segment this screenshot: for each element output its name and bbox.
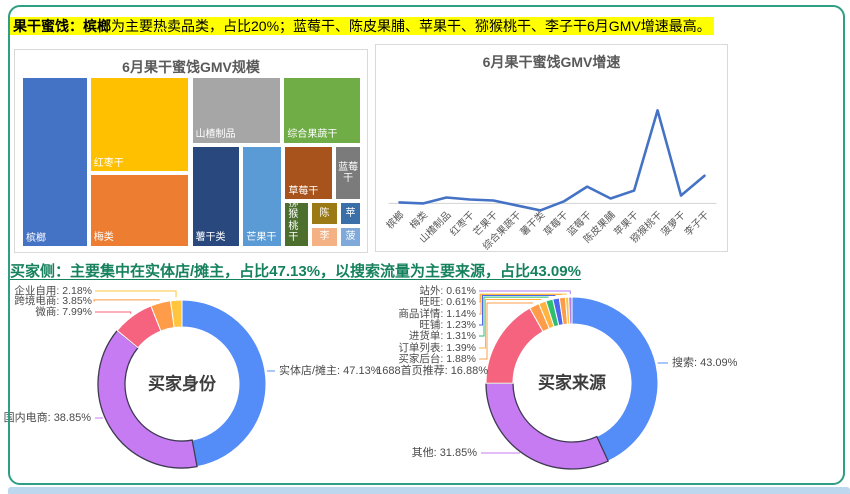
donut-slice-label: 订单列表: 1.39% [398, 341, 476, 354]
donut-slice [485, 382, 610, 470]
buyer-identity-donut-svg: 实体店/摊主: 47.13% 国内电商: 38.85% 微商: 7.99%跨境电商:… [4, 284, 381, 469]
donut-leader-line [479, 290, 571, 295]
treemap-tile: 草莓干 [284, 146, 334, 201]
treemap-tile: 槟榔 [22, 77, 88, 247]
donut-slice-label: 1688首页推荐: 16.88% [376, 363, 488, 377]
donut-leader-line [479, 296, 549, 337]
gmv-treemap: 槟榔 红枣干 梅类 山楂制品 综合果蔬干 薯干类 芒果干 草莓干 蓝莓干 猕猴桃干陈李苹菠 [22, 77, 361, 247]
line-chart-title: 6月果干蜜饯GMV增速 [482, 54, 621, 70]
treemap-tile: 薯干类 [191, 146, 241, 247]
donut-slice-label: 国内电商: 38.85% [4, 410, 92, 424]
treemap-tile: 蓝莓干 [335, 146, 361, 201]
donut-slice-label: 实体店/摊主: 47.13% [279, 363, 381, 377]
donut-leader-line [93, 299, 160, 302]
treemap-tile: 李 [311, 226, 338, 247]
donut-slice-label: 旺铺: 1.23% [419, 318, 476, 331]
headline-gmv: 果干蜜饯：槟榔为主要热卖品类，占比20%；蓝莓干、陈皮果脯、苹果干、猕猴桃干、李… [10, 17, 714, 35]
donut-leader-line [95, 311, 132, 314]
donut-slice [571, 296, 659, 462]
donut-buyer-identity: 实体店/摊主: 47.13% 国内电商: 38.85% 微商: 7.99% 跨境电商:… [0, 284, 420, 487]
buyer-source-donut-svg: 搜索: 43.09% 其他: 31.85% 1688首页推荐: 16.88%买家后台… [376, 284, 738, 470]
donut-leader-line [95, 290, 177, 298]
donut-slice-label: 微商: 7.99% [35, 305, 92, 318]
gmv-growth-line-chart: 槟榔 梅类山楂制品红枣干芒果干综合果蔬干薯干类草莓干蓝莓干陈皮果脯苹果干猕猴桃干菠… [383, 109, 717, 252]
gmv-growth-line [398, 109, 706, 212]
donut-slice-label: 企业自用: 2.18% [14, 284, 92, 297]
treemap-tile: 综合果蔬干 [283, 77, 361, 144]
donut-slice-label: 旺旺: 0.61% [419, 296, 476, 308]
donut-center-label: 买家来源 [538, 373, 606, 393]
donut-slice-label: 其他: 31.85% [412, 446, 478, 459]
donut-center-label: 买家身份 [148, 374, 217, 394]
donut-leader-line [479, 295, 556, 326]
x-axis-label: 李子干 [681, 208, 711, 238]
donut-slice-label: 站外: 0.61% [419, 284, 476, 297]
headline-buyer: 买家侧：主要集中在实体店/摊主，占比47.13%，以搜索流量为主要来源，占比43… [10, 263, 581, 280]
x-axis-label: 薯干类 [517, 208, 547, 238]
donut-slice-label: 搜索: 43.09% [672, 355, 738, 369]
headline-gmv-rest: 为主要热卖品类，占比20%；蓝莓干、陈皮果脯、苹果干、猕猴桃干、李子干6月GMV… [111, 18, 711, 34]
treemap-tile: 猕猴桃干 [284, 201, 310, 247]
x-axis-label: 草莓干 [541, 209, 571, 239]
donut-leader-line [479, 298, 542, 349]
donut-slice-label: 跨境电商: 3.85% [14, 294, 92, 307]
x-axis-label: 菠萝干 [659, 209, 689, 239]
donut-leader-line [479, 302, 533, 360]
x-axis-label: 槟榔 [383, 208, 406, 231]
treemap-tile: 菠 [339, 226, 361, 247]
treemap-tile: 苹 [339, 201, 361, 225]
donut-slice-label: 进货单: 1.31% [409, 329, 476, 342]
treemap-tile: 山楂制品 [191, 77, 282, 144]
donut-slice [181, 299, 267, 468]
treemap-tile: 梅类 [89, 174, 190, 247]
treemap-tile: 陈 [311, 201, 338, 225]
donut-slice [485, 307, 544, 384]
donut-leader-line [479, 293, 567, 303]
next-section-bar [8, 487, 850, 494]
donut-slice [169, 299, 183, 329]
headline-gmv-lead: 果干蜜饯： [13, 18, 83, 34]
donut-slice [568, 296, 573, 325]
donut-buyer-source: 搜索: 43.09% 其他: 31.85% 1688首页推荐: 16.88% 买家后台… [376, 284, 840, 487]
treemap-title: 6月果干蜜饯GMV规模 [122, 59, 260, 75]
donut-slice-label: 商品详情: 1.14% [398, 307, 476, 320]
donut-slice-label: 买家后台: 1.88% [398, 352, 476, 365]
headline-gmv-emphasis: 槟榔 [83, 18, 111, 34]
x-axis-label: 红枣干 [447, 208, 477, 238]
line-chart-card: 6月果干蜜饯GMV增速 槟榔 梅类 山楂制品 红枣干 芒果干 综合果蔬干 薯干类 草莓干 蓝莓干… [375, 44, 728, 252]
treemap-tile: 红枣干 [89, 77, 190, 173]
treemap-tile: 芒果干 [242, 146, 283, 247]
treemap-card: 6月果干蜜饯GMV规模 槟榔 红枣干 梅类 山楂制品 综合果蔬干 薯干类 芒果干 草莓干 蓝莓干… [14, 49, 368, 253]
donut-slice [97, 329, 198, 469]
